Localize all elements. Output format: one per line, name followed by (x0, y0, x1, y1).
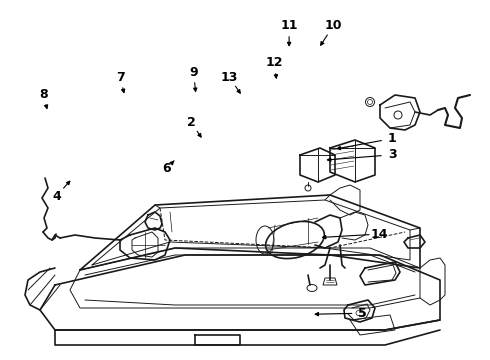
Text: 6: 6 (162, 162, 171, 175)
Text: 8: 8 (39, 88, 48, 101)
Text: 14: 14 (371, 228, 389, 240)
Text: 11: 11 (280, 19, 298, 32)
Text: 3: 3 (388, 148, 396, 161)
Text: 13: 13 (220, 71, 238, 84)
Text: 5: 5 (358, 307, 367, 320)
Text: 4: 4 (52, 190, 61, 203)
Text: 9: 9 (189, 66, 198, 78)
Text: 1: 1 (388, 132, 396, 145)
Text: 12: 12 (266, 57, 283, 69)
Text: 2: 2 (187, 116, 196, 129)
Text: 10: 10 (324, 19, 342, 32)
Text: 7: 7 (116, 71, 124, 84)
